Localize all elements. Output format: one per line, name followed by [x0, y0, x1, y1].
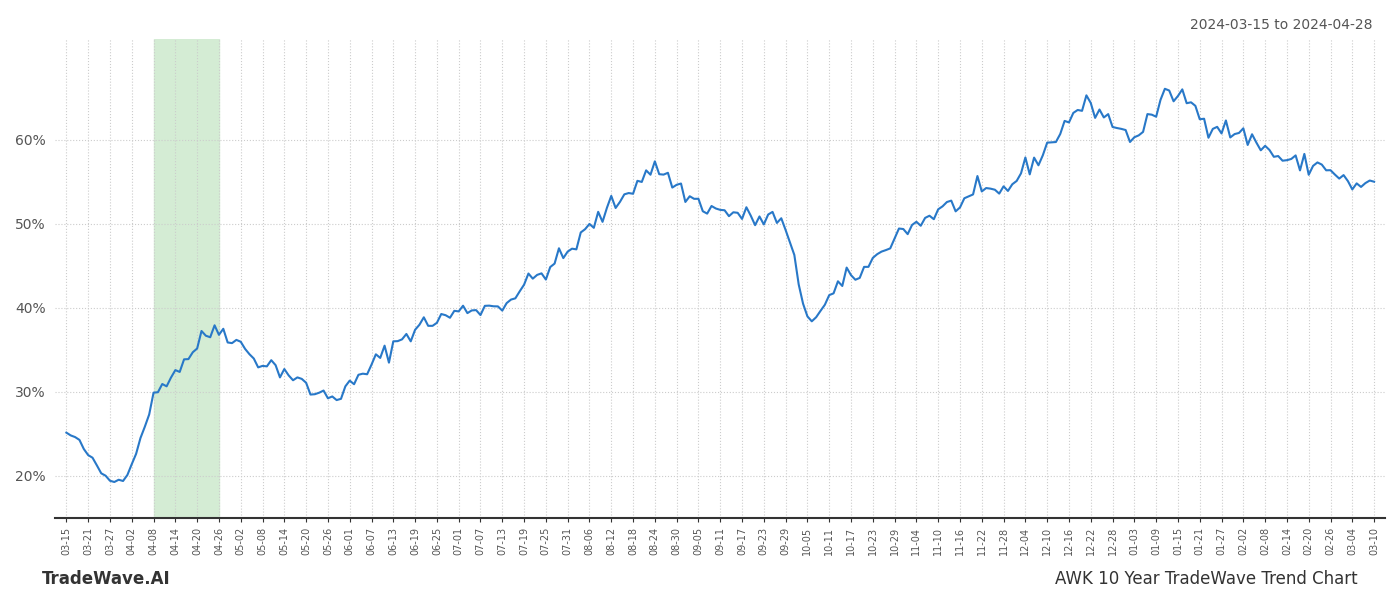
Text: TradeWave.AI: TradeWave.AI	[42, 570, 171, 588]
Text: 2024-03-15 to 2024-04-28: 2024-03-15 to 2024-04-28	[1190, 18, 1372, 32]
Bar	[154, 39, 218, 518]
Text: AWK 10 Year TradeWave Trend Chart: AWK 10 Year TradeWave Trend Chart	[1056, 570, 1358, 588]
